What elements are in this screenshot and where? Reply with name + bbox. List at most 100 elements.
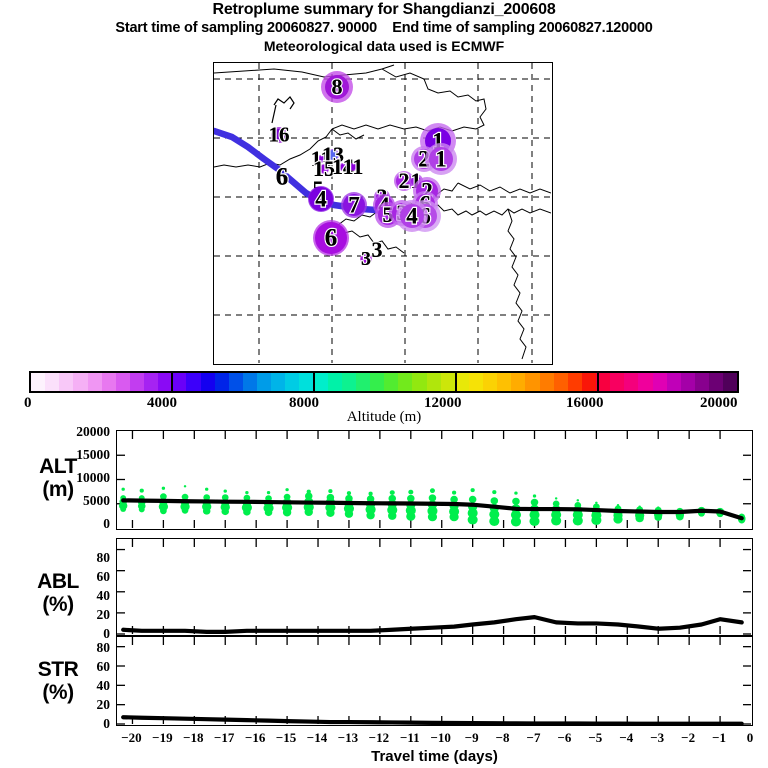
x-axis-tick-label: −13 — [337, 730, 359, 745]
colorbar-segment — [723, 373, 738, 391]
x-axis-tick-label: −18 — [183, 730, 204, 745]
cluster-marker[interactable] — [361, 254, 371, 264]
colorbar-divider-4000 — [171, 371, 173, 393]
colorbar-segment — [257, 373, 272, 391]
cluster-marker[interactable] — [343, 194, 365, 216]
x-axis-title: Travel time (days) — [371, 748, 498, 765]
colorbar-segment — [624, 373, 639, 391]
cluster-number-label: 3 — [370, 237, 383, 262]
alt-ytick-20000: 20000 — [76, 424, 110, 439]
colorbar-segment — [299, 373, 314, 391]
abl-ytick-40: 40 — [96, 588, 111, 603]
colorbar-segment — [313, 373, 328, 391]
x-axis-tick-label: −17 — [214, 730, 235, 745]
str-label-line2: (%) — [42, 681, 74, 704]
colorbar-segment — [242, 373, 257, 391]
colorbar-divider-12000 — [455, 371, 457, 393]
cluster-number-label: 8 — [330, 74, 343, 99]
alt-ytick-5000: 5000 — [83, 493, 110, 508]
cluster-number-label: 15 — [312, 156, 336, 181]
colorbar-axis-title: Altitude (m) — [346, 409, 422, 425]
colorbar-tick-0: 0 — [24, 395, 32, 411]
colorbar-segment — [398, 373, 413, 391]
cluster-number-label: 13 — [321, 142, 345, 167]
cluster-marker[interactable] — [340, 164, 346, 170]
alt-label-line1: ALT — [39, 455, 77, 478]
cluster-marker[interactable] — [328, 150, 338, 160]
colorbar-segment — [581, 373, 596, 391]
colorbar-segment — [144, 373, 159, 391]
abl-chart-panel[interactable] — [116, 538, 753, 636]
alt-ytick-10000: 10000 — [76, 470, 110, 485]
x-axis-tick-label: −19 — [152, 730, 173, 745]
cluster-number-label: 5 — [382, 202, 394, 227]
cluster-number-label: 3 — [361, 248, 371, 270]
colorbar-segment — [370, 373, 385, 391]
cluster-marker[interactable] — [273, 129, 285, 141]
met-data-subtitle: Meteorological data used is ECMWF — [263, 38, 505, 54]
cluster-marker[interactable] — [325, 75, 349, 99]
colorbar-segment — [666, 373, 681, 391]
colorbar-segment — [553, 373, 568, 391]
cluster-number-label: 16 — [268, 122, 290, 147]
str-ytick-60: 60 — [96, 659, 111, 674]
alt-ytick-0: 0 — [103, 516, 110, 531]
altitude-colorbar[interactable] — [29, 371, 739, 393]
colorbar-segment — [341, 373, 356, 391]
cluster-marker[interactable] — [375, 248, 379, 252]
x-axis-tick-label: −1 — [712, 730, 727, 745]
colorbar-segment — [214, 373, 229, 391]
cluster-marker[interactable] — [396, 173, 412, 189]
alt-row-label: ALT (m) — [8, 455, 108, 501]
colorbar-segment — [200, 373, 215, 391]
cluster-number-label: 4 — [406, 203, 418, 229]
colorbar-segment — [73, 373, 88, 391]
colorbar-tick-8000: 8000 — [289, 395, 319, 411]
cluster-number-label: 4 — [315, 186, 327, 212]
colorbar-segment — [115, 373, 130, 391]
alt-chart-panel[interactable] — [116, 430, 753, 530]
alt-chart-graphics — [117, 431, 751, 528]
cluster-marker[interactable] — [429, 147, 453, 171]
colorbar-segment — [638, 373, 653, 391]
cluster-number-label: 3 — [360, 248, 372, 270]
colorbar-segment — [525, 373, 540, 391]
cluster-marker[interactable] — [309, 187, 333, 211]
x-axis-tick-label: −8 — [495, 730, 510, 745]
cluster-marker[interactable] — [350, 164, 356, 170]
abl-label-line2: (%) — [42, 593, 74, 616]
str-row-label: STR (%) — [8, 658, 108, 704]
abl-ytick-20: 20 — [96, 607, 111, 622]
colorbar-segment — [652, 373, 667, 391]
map-graticule — [214, 63, 551, 363]
colorbar-segment — [101, 373, 116, 391]
colorbar-segment — [412, 373, 427, 391]
cluster-number-label: 3 — [371, 237, 383, 262]
cluster-number-label: 11 — [342, 154, 364, 179]
x-axis-tick-label: −4 — [619, 730, 634, 745]
colorbar-divider-8000 — [313, 371, 315, 393]
cluster-number-label: 6 — [324, 224, 339, 252]
cluster-number-label: 6 — [324, 224, 338, 252]
abl-chart-graphics — [117, 539, 751, 635]
colorbar-tick-16000: 16000 — [566, 395, 604, 411]
colorbar-segment — [483, 373, 498, 391]
colorbar-segment — [355, 373, 370, 391]
retroplume-map[interactable]: 8816166611111313151514141111554477334455… — [213, 62, 553, 365]
colorbar-segment — [87, 373, 102, 391]
cluster-marker[interactable] — [400, 204, 424, 228]
str-ytick-0: 0 — [103, 716, 110, 731]
cluster-marker[interactable] — [318, 156, 324, 162]
str-ytick-40: 40 — [96, 678, 111, 693]
cluster-marker[interactable] — [320, 165, 328, 173]
str-chart-panel[interactable] — [116, 636, 753, 726]
cluster-marker[interactable] — [315, 222, 347, 254]
colorbar-segment — [454, 373, 469, 391]
colorbar-segment — [610, 373, 625, 391]
colorbar-segment — [596, 373, 611, 391]
colorbar-tick-12000: 12000 — [424, 395, 462, 411]
colorbar-segment — [497, 373, 512, 391]
x-axis-tick-label: −10 — [430, 730, 451, 745]
x-axis-tick-label: −20 — [121, 730, 142, 745]
cluster-number-label: 16 — [267, 122, 290, 147]
